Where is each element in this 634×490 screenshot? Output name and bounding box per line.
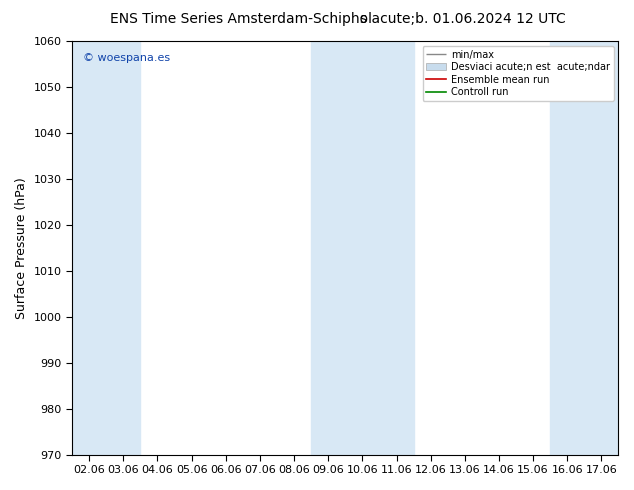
Bar xyxy=(550,41,619,455)
Bar xyxy=(72,41,140,455)
Text: s acute;b. 01.06.2024 12 UTC: s acute;b. 01.06.2024 12 UTC xyxy=(360,12,566,26)
Legend: min/max, Desviaci acute;n est  acute;ndar, Ensemble mean run, Controll run: min/max, Desviaci acute;n est acute;ndar… xyxy=(422,46,614,101)
Text: © woespana.es: © woespana.es xyxy=(83,53,170,64)
Bar xyxy=(311,41,413,455)
Text: ENS Time Series Amsterdam-Schiphol: ENS Time Series Amsterdam-Schiphol xyxy=(110,12,372,26)
Y-axis label: Surface Pressure (hPa): Surface Pressure (hPa) xyxy=(15,177,28,318)
